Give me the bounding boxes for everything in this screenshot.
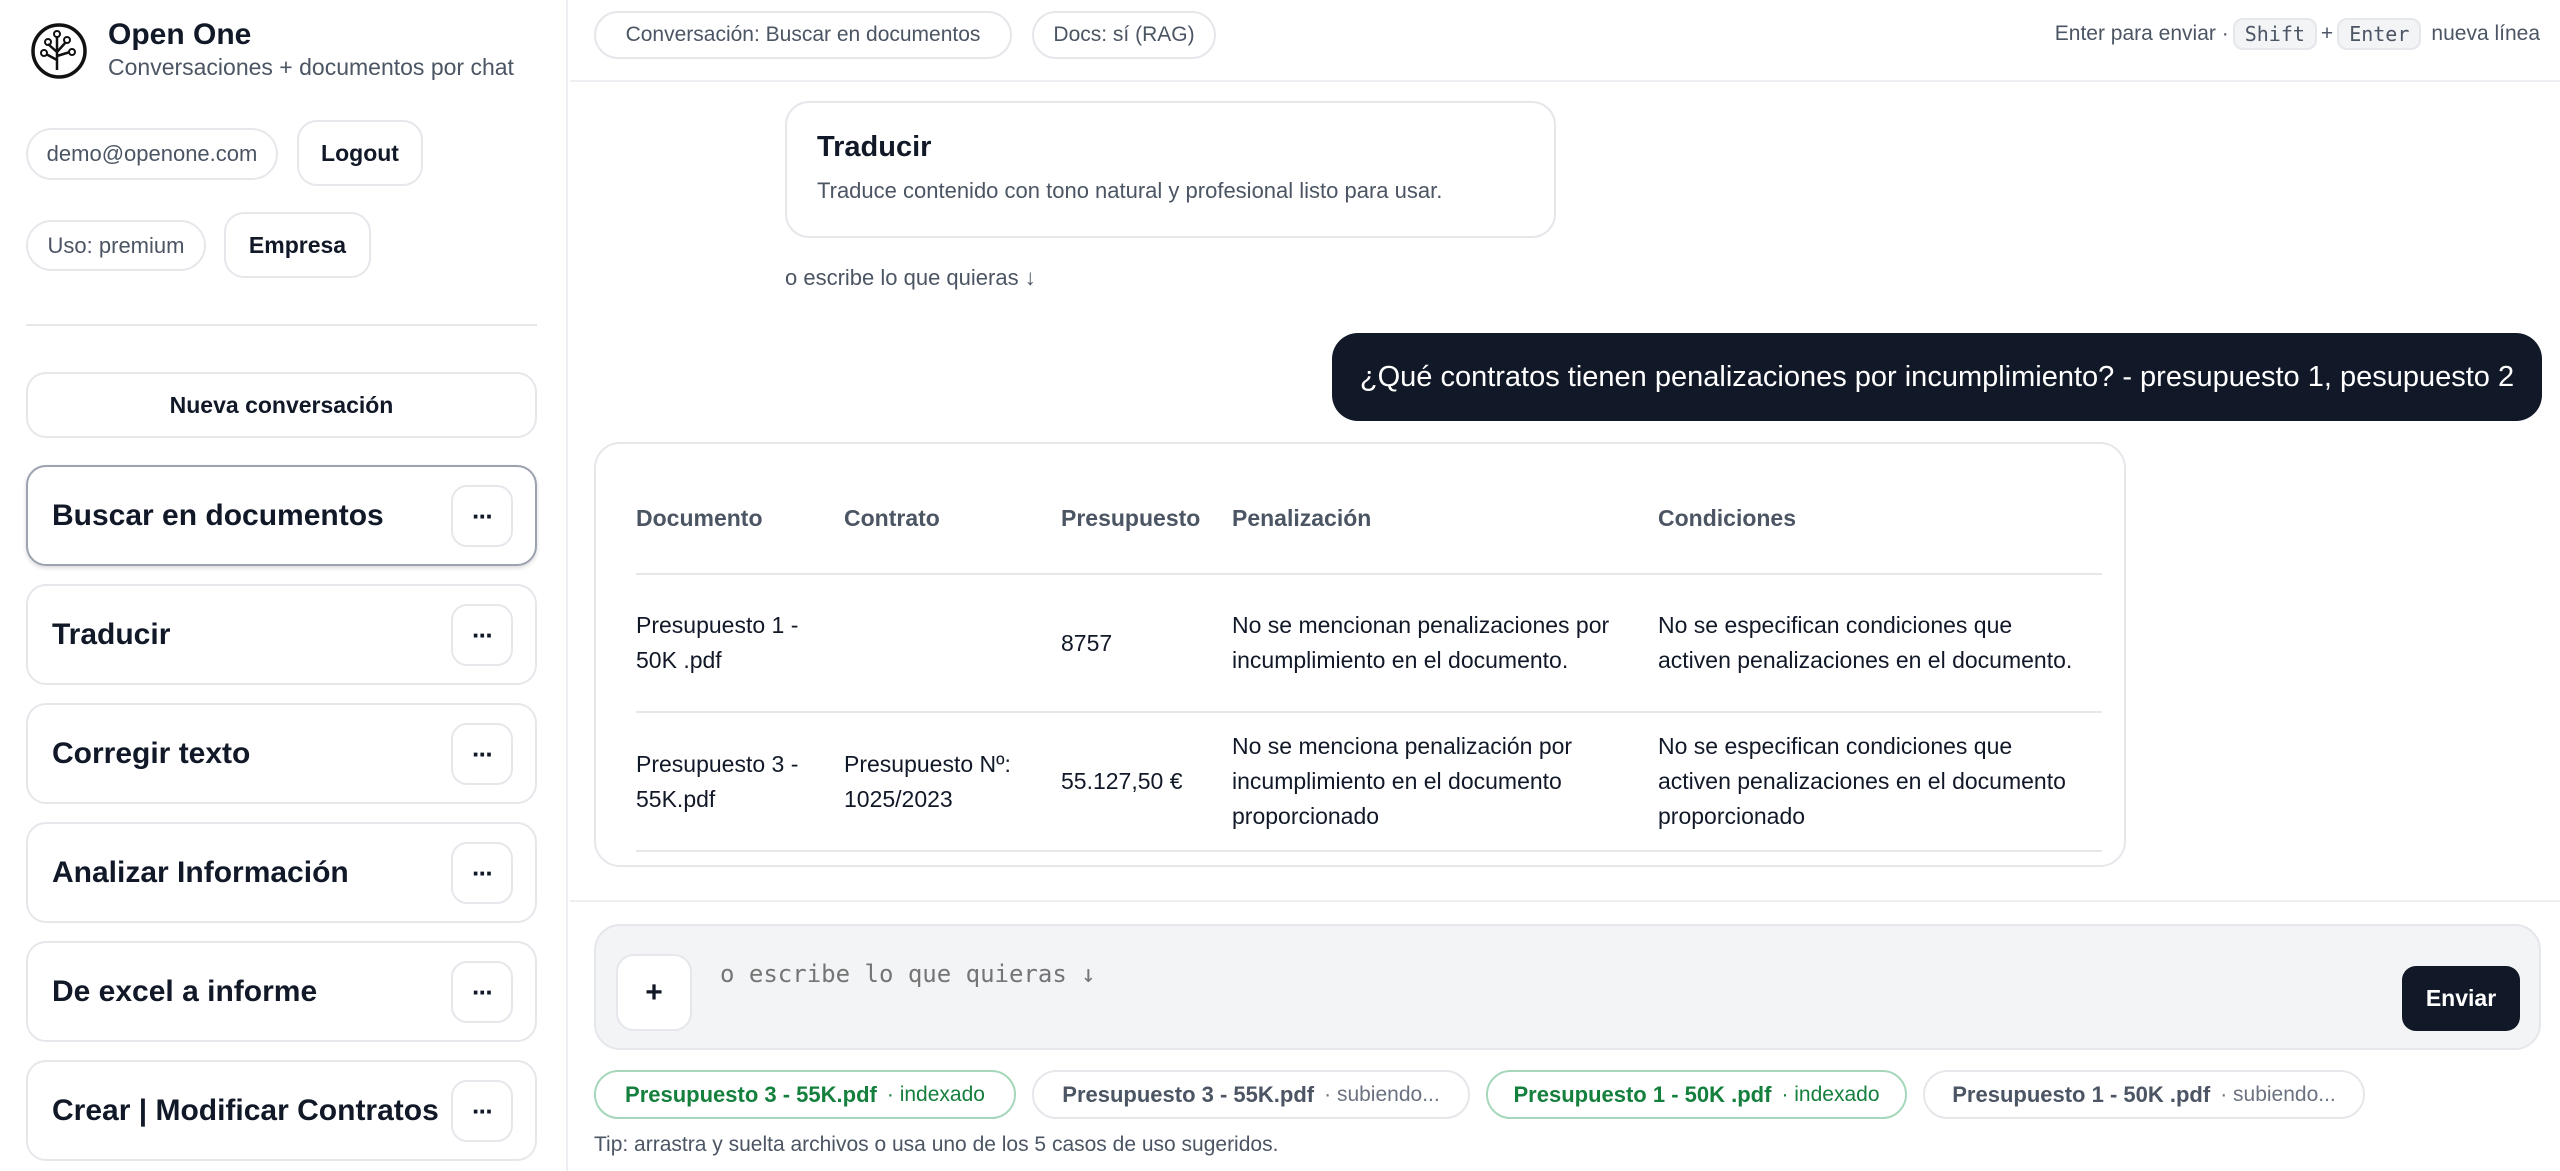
file-name: Presupuesto 3 - 55K.pdf: [1062, 1081, 1315, 1107]
more-options-icon[interactable]: ···: [451, 723, 513, 785]
plan-button[interactable]: Empresa: [224, 212, 371, 278]
cell: Presupuesto 3 - 55K.pdf: [636, 712, 844, 852]
cell: No se especifican condiciones que active…: [1658, 574, 2102, 713]
header-penalizacion: Penalización: [1232, 464, 1658, 575]
user-message-text: ¿Qué contratos tienen penalizaciones por…: [1359, 360, 2515, 393]
suggestion-card[interactable]: Traducir Traduce contenido con tono natu…: [785, 101, 1556, 238]
result-table: Documento Contrato Presupuesto Penalizac…: [636, 464, 2102, 852]
suggestion-description: Traduce contenido con tono natural y pro…: [817, 178, 1443, 203]
cell: 55.127,50 €: [1061, 712, 1232, 852]
composer-divider: [570, 900, 2560, 902]
header-documento: Documento: [636, 464, 844, 575]
file-chip[interactable]: Presupuesto 1 - 50K .pdf · subiendo...: [1923, 1070, 2365, 1119]
conversation-label: Corregir texto: [52, 736, 251, 770]
header-contrato: Contrato: [844, 464, 1061, 575]
conversation-item[interactable]: De excel a informe ···: [26, 941, 537, 1042]
logout-button[interactable]: Logout: [297, 120, 423, 186]
top-bar: Conversación: Buscar en documentos Docs:…: [570, 0, 2560, 82]
conversation-label: Buscar en documentos: [52, 498, 384, 532]
more-options-icon[interactable]: ···: [451, 961, 513, 1023]
header-condiciones: Condiciones: [1658, 464, 2102, 575]
header-presupuesto: Presupuesto: [1061, 464, 1232, 575]
message-input[interactable]: [720, 960, 1970, 1020]
divider: [26, 324, 537, 326]
suggestion-title: Traducir: [817, 131, 932, 163]
tip-text: Tip: arrastra y suelta archivos o usa un…: [594, 1133, 1279, 1156]
plus-text: +: [2320, 22, 2334, 45]
more-options-icon[interactable]: ···: [451, 604, 513, 666]
file-name: Presupuesto 3 - 55K.pdf: [625, 1081, 877, 1107]
conversation-item[interactable]: Corregir texto ···: [26, 703, 537, 804]
conversation-label: Analizar Información: [52, 855, 349, 889]
cell: No se menciona penalización por incumpli…: [1232, 712, 1658, 852]
cell: Presupuesto 1 - 50K .pdf: [636, 574, 844, 713]
app-subtitle: Conversaciones + documentos por chat: [108, 54, 514, 80]
conversation-item[interactable]: Analizar Información ···: [26, 822, 537, 923]
file-name: Presupuesto 1 - 50K .pdf: [1952, 1081, 2211, 1107]
logo-icon: [30, 22, 88, 80]
attach-button[interactable]: +: [616, 954, 692, 1031]
app-title: Open One: [108, 18, 252, 51]
table-header-row: Documento Contrato Presupuesto Penalizac…: [636, 464, 2102, 575]
file-status: · subiendo...: [2220, 1082, 2336, 1106]
send-button[interactable]: Enviar: [2402, 966, 2520, 1031]
conversation-chip: Conversación: Buscar en documentos: [594, 11, 1012, 59]
table-row: Presupuesto 1 - 50K .pdf 8757 No se menc…: [636, 574, 2102, 713]
file-chip[interactable]: Presupuesto 1 - 50K .pdf · indexado: [1486, 1070, 1907, 1119]
conversation-item[interactable]: Buscar en documentos ···: [26, 465, 537, 566]
file-chip[interactable]: Presupuesto 3 - 55K.pdf · indexado: [594, 1070, 1016, 1119]
file-status: · indexado: [886, 1082, 985, 1106]
composer: + Enviar: [594, 924, 2541, 1050]
cell: 8757: [1061, 574, 1232, 713]
sidebar: Open One Conversaciones + documentos por…: [0, 0, 568, 1171]
file-chip[interactable]: Presupuesto 3 - 55K.pdf · subiendo...: [1032, 1070, 1470, 1119]
more-options-icon[interactable]: ···: [451, 842, 513, 904]
conversation-label: Crear | Modificar Contratos: [52, 1093, 439, 1127]
hint-suffix: nueva línea: [2431, 22, 2540, 45]
cell: No se mencionan penalizaciones por incum…: [1232, 574, 1658, 713]
user-email: demo@openone.com: [26, 128, 278, 180]
shift-key: Shift: [2232, 18, 2317, 50]
new-conversation-button[interactable]: Nueva conversación: [26, 372, 537, 438]
file-name: Presupuesto 1 - 50K .pdf: [1513, 1081, 1772, 1107]
more-options-icon[interactable]: ···: [451, 485, 513, 547]
cell: [844, 574, 1061, 713]
conversation-item[interactable]: Traducir ···: [26, 584, 537, 685]
docs-chip: Docs: sí (RAG): [1032, 11, 1216, 59]
file-status: · subiendo...: [1324, 1082, 1440, 1106]
table-row: Presupuesto 3 - 55K.pdf Presupuesto Nº: …: [636, 712, 2102, 852]
result-card: Documento Contrato Presupuesto Penalizac…: [594, 442, 2126, 867]
cell: Presupuesto Nº: 1025/2023: [844, 712, 1061, 852]
write-hint: o escribe lo que quieras ↓: [785, 265, 1036, 290]
hint-prefix: Enter para enviar ·: [2054, 22, 2229, 45]
enter-key: Enter: [2337, 18, 2422, 50]
keyboard-hint: Enter para enviar · Shift + Enter nueva …: [2055, 18, 2540, 50]
file-status: · indexado: [1781, 1082, 1880, 1106]
usage-badge: Uso: premium: [26, 220, 206, 271]
conversation-item[interactable]: Crear | Modificar Contratos ···: [26, 1060, 537, 1161]
cell: No se especifican condiciones que active…: [1658, 712, 2102, 852]
conversation-label: De excel a informe: [52, 974, 318, 1008]
conversation-label: Traducir: [52, 617, 171, 651]
more-options-icon[interactable]: ···: [451, 1080, 513, 1142]
user-message-bubble: ¿Qué contratos tienen penalizaciones por…: [1332, 333, 2542, 421]
